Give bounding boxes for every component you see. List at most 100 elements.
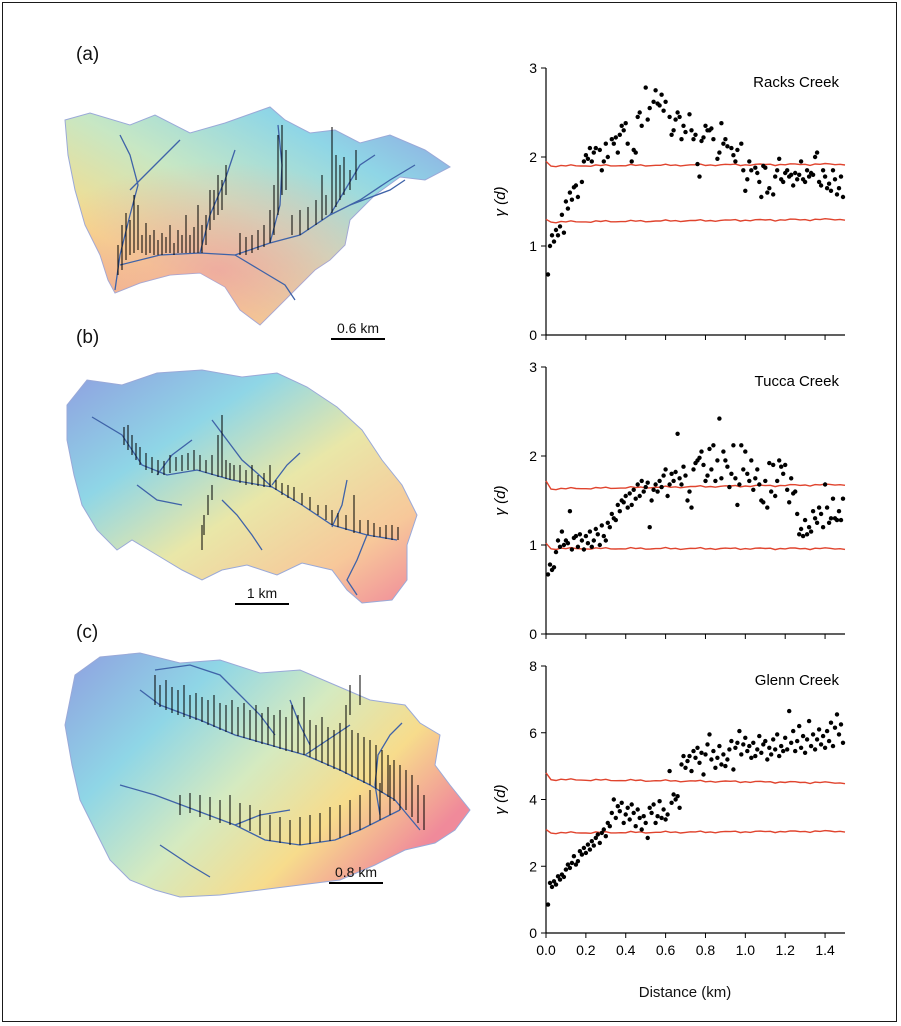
chart-2-data-point <box>603 538 608 543</box>
chart-1-data-point <box>633 150 638 155</box>
chart-3-data-point <box>665 812 670 817</box>
chart-1-data-point <box>830 168 836 173</box>
chart-1-data-point <box>585 156 591 161</box>
chart-1-data-point <box>623 121 628 126</box>
chart-3-data-point <box>785 747 790 752</box>
chart-3-data-point <box>731 767 736 772</box>
chart-1-data-point <box>615 150 620 155</box>
chart-1-data-point <box>699 138 704 144</box>
chart-3-data-point <box>643 820 648 826</box>
chart-2-data-point <box>573 533 579 539</box>
chart-2-data-point <box>595 532 600 537</box>
chart-2-data-point <box>621 500 626 505</box>
chart-2-data-point <box>806 525 812 530</box>
chart-2-data-point <box>779 464 784 469</box>
chart-2-data-point <box>629 502 634 508</box>
chart-1-data-point <box>838 174 844 179</box>
chart-1-data-point <box>789 172 794 177</box>
chart-1-data-point <box>735 147 740 153</box>
chart-1-data-point <box>545 272 551 277</box>
chart-3-data-point <box>581 845 587 851</box>
chart-2-data-point <box>808 529 814 534</box>
chart-1-data-point <box>721 141 726 146</box>
chart-2-data-point <box>787 500 792 505</box>
chart-1-data-point <box>689 128 694 133</box>
chart-1-data-point <box>593 145 598 151</box>
chart-3-data-point <box>826 738 832 744</box>
chart-2-data-point <box>727 484 732 490</box>
chart-3-data-point <box>763 738 768 744</box>
chart-1-data-point <box>773 174 778 179</box>
chart-2-data-point <box>822 482 828 487</box>
scale-bar-b: 1 km <box>232 585 292 605</box>
chart-3-data-point <box>625 805 630 810</box>
chart-3-data-point <box>611 797 616 802</box>
chart-2-data-point <box>689 505 694 510</box>
chart-1-data-point <box>621 128 626 133</box>
chart-1-data-point <box>653 88 658 93</box>
chart-3-y-tick-label: 4 <box>529 792 537 808</box>
chart-3-data-point <box>673 797 678 802</box>
chart-1-data-point <box>569 197 575 202</box>
scale-label-b: 1 km <box>246 585 278 601</box>
chart-3-data-point <box>609 810 614 816</box>
chart-1-data-point <box>703 123 708 128</box>
chart-1-data-point <box>661 108 666 113</box>
chart-2-data-point <box>653 482 658 487</box>
chart-3-data-point <box>693 755 698 760</box>
chart-3-data-point <box>553 882 559 887</box>
chart-3-data-point <box>798 745 804 750</box>
chart-2-data-point <box>605 520 610 525</box>
chart-2-data-point <box>591 538 596 543</box>
chart-3-data-point <box>759 750 764 755</box>
chart-2-data-point <box>830 496 836 501</box>
chart-3-data-point <box>816 727 822 732</box>
chart-2-data-point <box>677 476 682 481</box>
chart-2-data-point <box>717 416 722 421</box>
chart-2-data-point <box>553 549 559 555</box>
chart-1-data-point <box>605 154 610 160</box>
chart-3-data-point <box>679 762 684 767</box>
chart-1-data-point <box>679 137 684 142</box>
chart-3-x-tick-label: 0.2 <box>576 942 596 958</box>
chart-3-data-point <box>627 817 632 822</box>
chart-2-y-tick-label: 2 <box>529 448 537 464</box>
chart-2-data-point <box>687 489 692 494</box>
chart-3-data-point <box>595 832 600 837</box>
chart-1-data-point <box>587 145 593 151</box>
chart-3-data-point <box>591 843 596 848</box>
chart-2-data-point <box>757 482 762 487</box>
chart-1-data-point <box>645 117 650 122</box>
chart-3-data-point <box>729 738 734 744</box>
chart-3-data-point <box>557 877 563 882</box>
chart-1-data-point <box>643 85 648 90</box>
chart-1-data-point <box>547 243 553 249</box>
chart-3-data-point <box>828 720 834 725</box>
chart-3-data-point <box>613 815 618 821</box>
chart-1-data-point <box>573 183 579 188</box>
chart-2-data-point <box>705 473 710 478</box>
chart-2-data-point <box>802 517 808 523</box>
chart-1-data-point <box>755 170 760 176</box>
chart-2-data-point <box>641 489 646 494</box>
chart-1-data-point <box>759 194 764 200</box>
chart-1-data-point <box>802 179 808 185</box>
chart-1-data-point <box>611 141 616 146</box>
chart-3-data-point <box>773 747 778 752</box>
chart-2-data-point <box>555 538 561 543</box>
chart-2-data-point <box>840 496 846 501</box>
chart-2-data-point <box>820 525 826 530</box>
chart-3-data-point <box>641 814 646 819</box>
chart-3-y-axis-label: γ (d) <box>492 784 509 814</box>
chart-2-data-point <box>719 476 724 481</box>
chart-2-data-point <box>739 443 744 448</box>
chart-2-data-point <box>657 478 662 484</box>
chart-3-data-point <box>789 740 794 745</box>
chart-1-data-point <box>575 194 581 200</box>
chart-1-lower-envelope-line <box>545 217 846 224</box>
chart-3-data-point <box>713 765 718 770</box>
chart-1-data-point <box>629 159 634 164</box>
chart-1-data-point <box>561 230 567 235</box>
chart-2-data-point <box>625 505 630 510</box>
panel-label-b: (b) <box>76 327 100 348</box>
